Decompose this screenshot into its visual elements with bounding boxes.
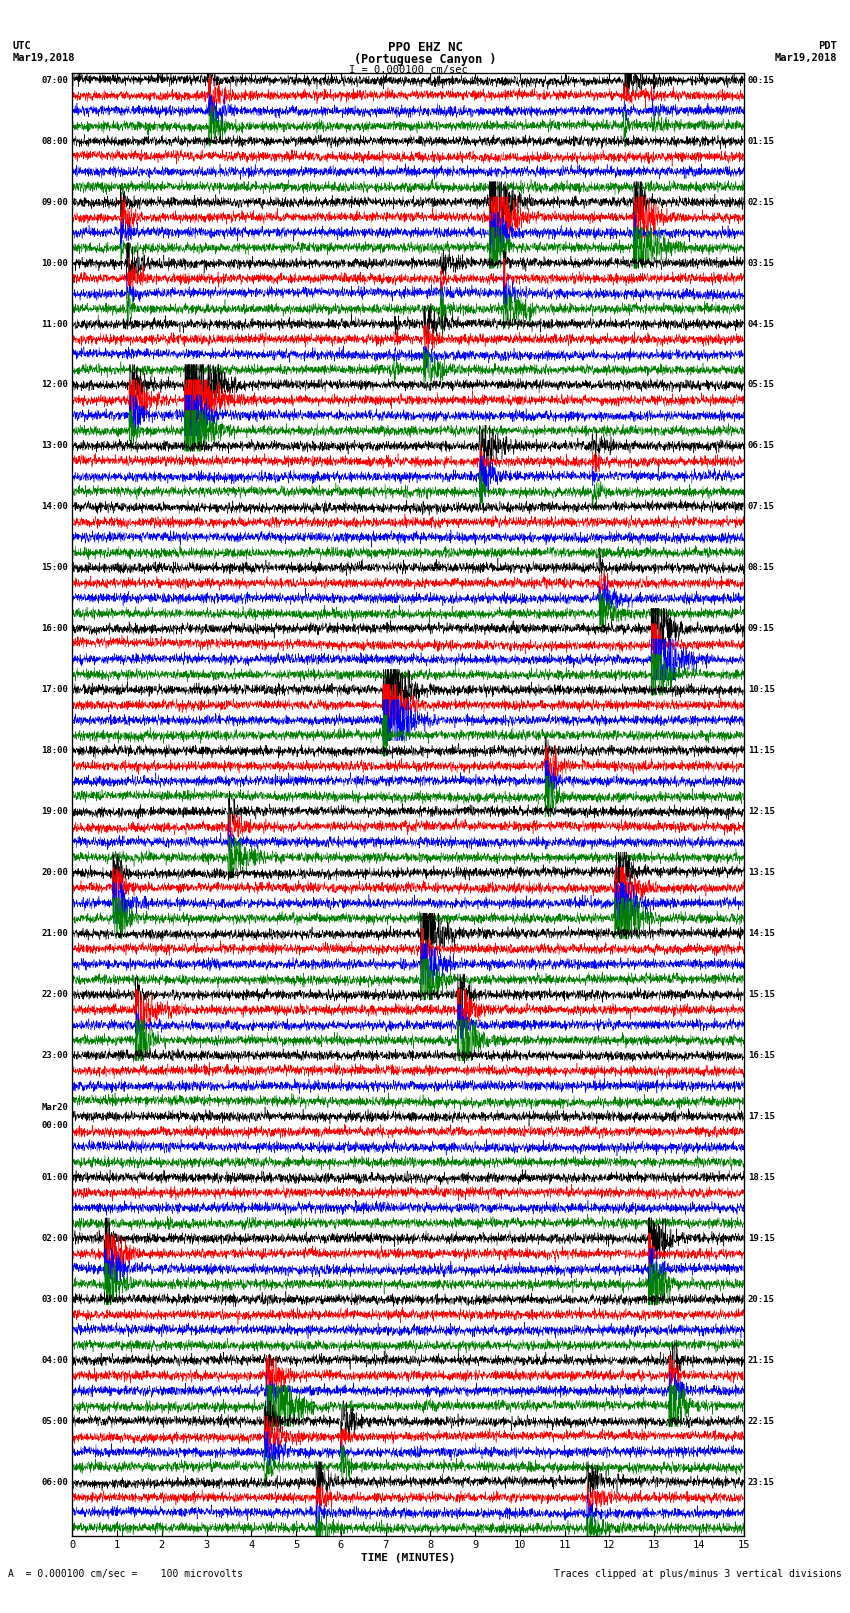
Text: Traces clipped at plus/minus 3 vertical divisions: Traces clipped at plus/minus 3 vertical … (553, 1569, 842, 1579)
Text: 15:00: 15:00 (42, 563, 68, 573)
Text: 11:00: 11:00 (42, 319, 68, 329)
Text: 04:00: 04:00 (42, 1357, 68, 1365)
Text: 12:00: 12:00 (42, 381, 68, 389)
Text: 16:15: 16:15 (748, 1052, 774, 1060)
Text: 17:15: 17:15 (748, 1111, 774, 1121)
Text: 07:15: 07:15 (748, 502, 774, 511)
Text: 09:15: 09:15 (748, 624, 774, 634)
Text: 10:15: 10:15 (748, 686, 774, 694)
Text: 14:15: 14:15 (748, 929, 774, 939)
Text: 21:15: 21:15 (748, 1357, 774, 1365)
Text: I = 0.000100 cm/sec: I = 0.000100 cm/sec (348, 65, 468, 74)
Text: 09:00: 09:00 (42, 198, 68, 206)
Text: 18:00: 18:00 (42, 747, 68, 755)
Text: A  = 0.000100 cm/sec =    100 microvolts: A = 0.000100 cm/sec = 100 microvolts (8, 1569, 243, 1579)
Text: 12:15: 12:15 (748, 806, 774, 816)
Text: PDT: PDT (819, 40, 837, 52)
Text: Mar19,2018: Mar19,2018 (13, 53, 76, 63)
Text: 01:15: 01:15 (748, 137, 774, 145)
Text: 19:15: 19:15 (748, 1234, 774, 1244)
Text: 08:00: 08:00 (42, 137, 68, 145)
Text: 23:00: 23:00 (42, 1052, 68, 1060)
Text: 06:15: 06:15 (748, 442, 774, 450)
Text: 22:15: 22:15 (748, 1416, 774, 1426)
Text: 05:00: 05:00 (42, 1416, 68, 1426)
Text: 14:00: 14:00 (42, 502, 68, 511)
Text: 00:15: 00:15 (748, 76, 774, 85)
Text: 05:15: 05:15 (748, 381, 774, 389)
Text: 03:15: 03:15 (748, 258, 774, 268)
Text: 10:00: 10:00 (42, 258, 68, 268)
Text: 13:15: 13:15 (748, 868, 774, 877)
Text: PPO EHZ NC: PPO EHZ NC (388, 40, 462, 55)
Text: UTC: UTC (13, 40, 31, 52)
Text: 23:15: 23:15 (748, 1478, 774, 1487)
Text: 20:15: 20:15 (748, 1295, 774, 1303)
Text: 18:15: 18:15 (748, 1173, 774, 1182)
Text: 15:15: 15:15 (748, 990, 774, 998)
Text: 02:00: 02:00 (42, 1234, 68, 1244)
Text: 16:00: 16:00 (42, 624, 68, 634)
Text: 07:00: 07:00 (42, 76, 68, 85)
Text: 17:00: 17:00 (42, 686, 68, 694)
Text: 04:15: 04:15 (748, 319, 774, 329)
Text: 00:00: 00:00 (42, 1121, 68, 1129)
Text: 03:00: 03:00 (42, 1295, 68, 1303)
Text: 01:00: 01:00 (42, 1173, 68, 1182)
Text: 06:00: 06:00 (42, 1478, 68, 1487)
Text: 08:15: 08:15 (748, 563, 774, 573)
Text: Mar20: Mar20 (42, 1103, 68, 1111)
X-axis label: TIME (MINUTES): TIME (MINUTES) (360, 1553, 456, 1563)
Text: 19:00: 19:00 (42, 806, 68, 816)
Text: 13:00: 13:00 (42, 442, 68, 450)
Text: Mar19,2018: Mar19,2018 (774, 53, 837, 63)
Text: 11:15: 11:15 (748, 747, 774, 755)
Text: 21:00: 21:00 (42, 929, 68, 939)
Text: (Portuguese Canyon ): (Portuguese Canyon ) (354, 53, 496, 66)
Text: 20:00: 20:00 (42, 868, 68, 877)
Text: 02:15: 02:15 (748, 198, 774, 206)
Text: 22:00: 22:00 (42, 990, 68, 998)
